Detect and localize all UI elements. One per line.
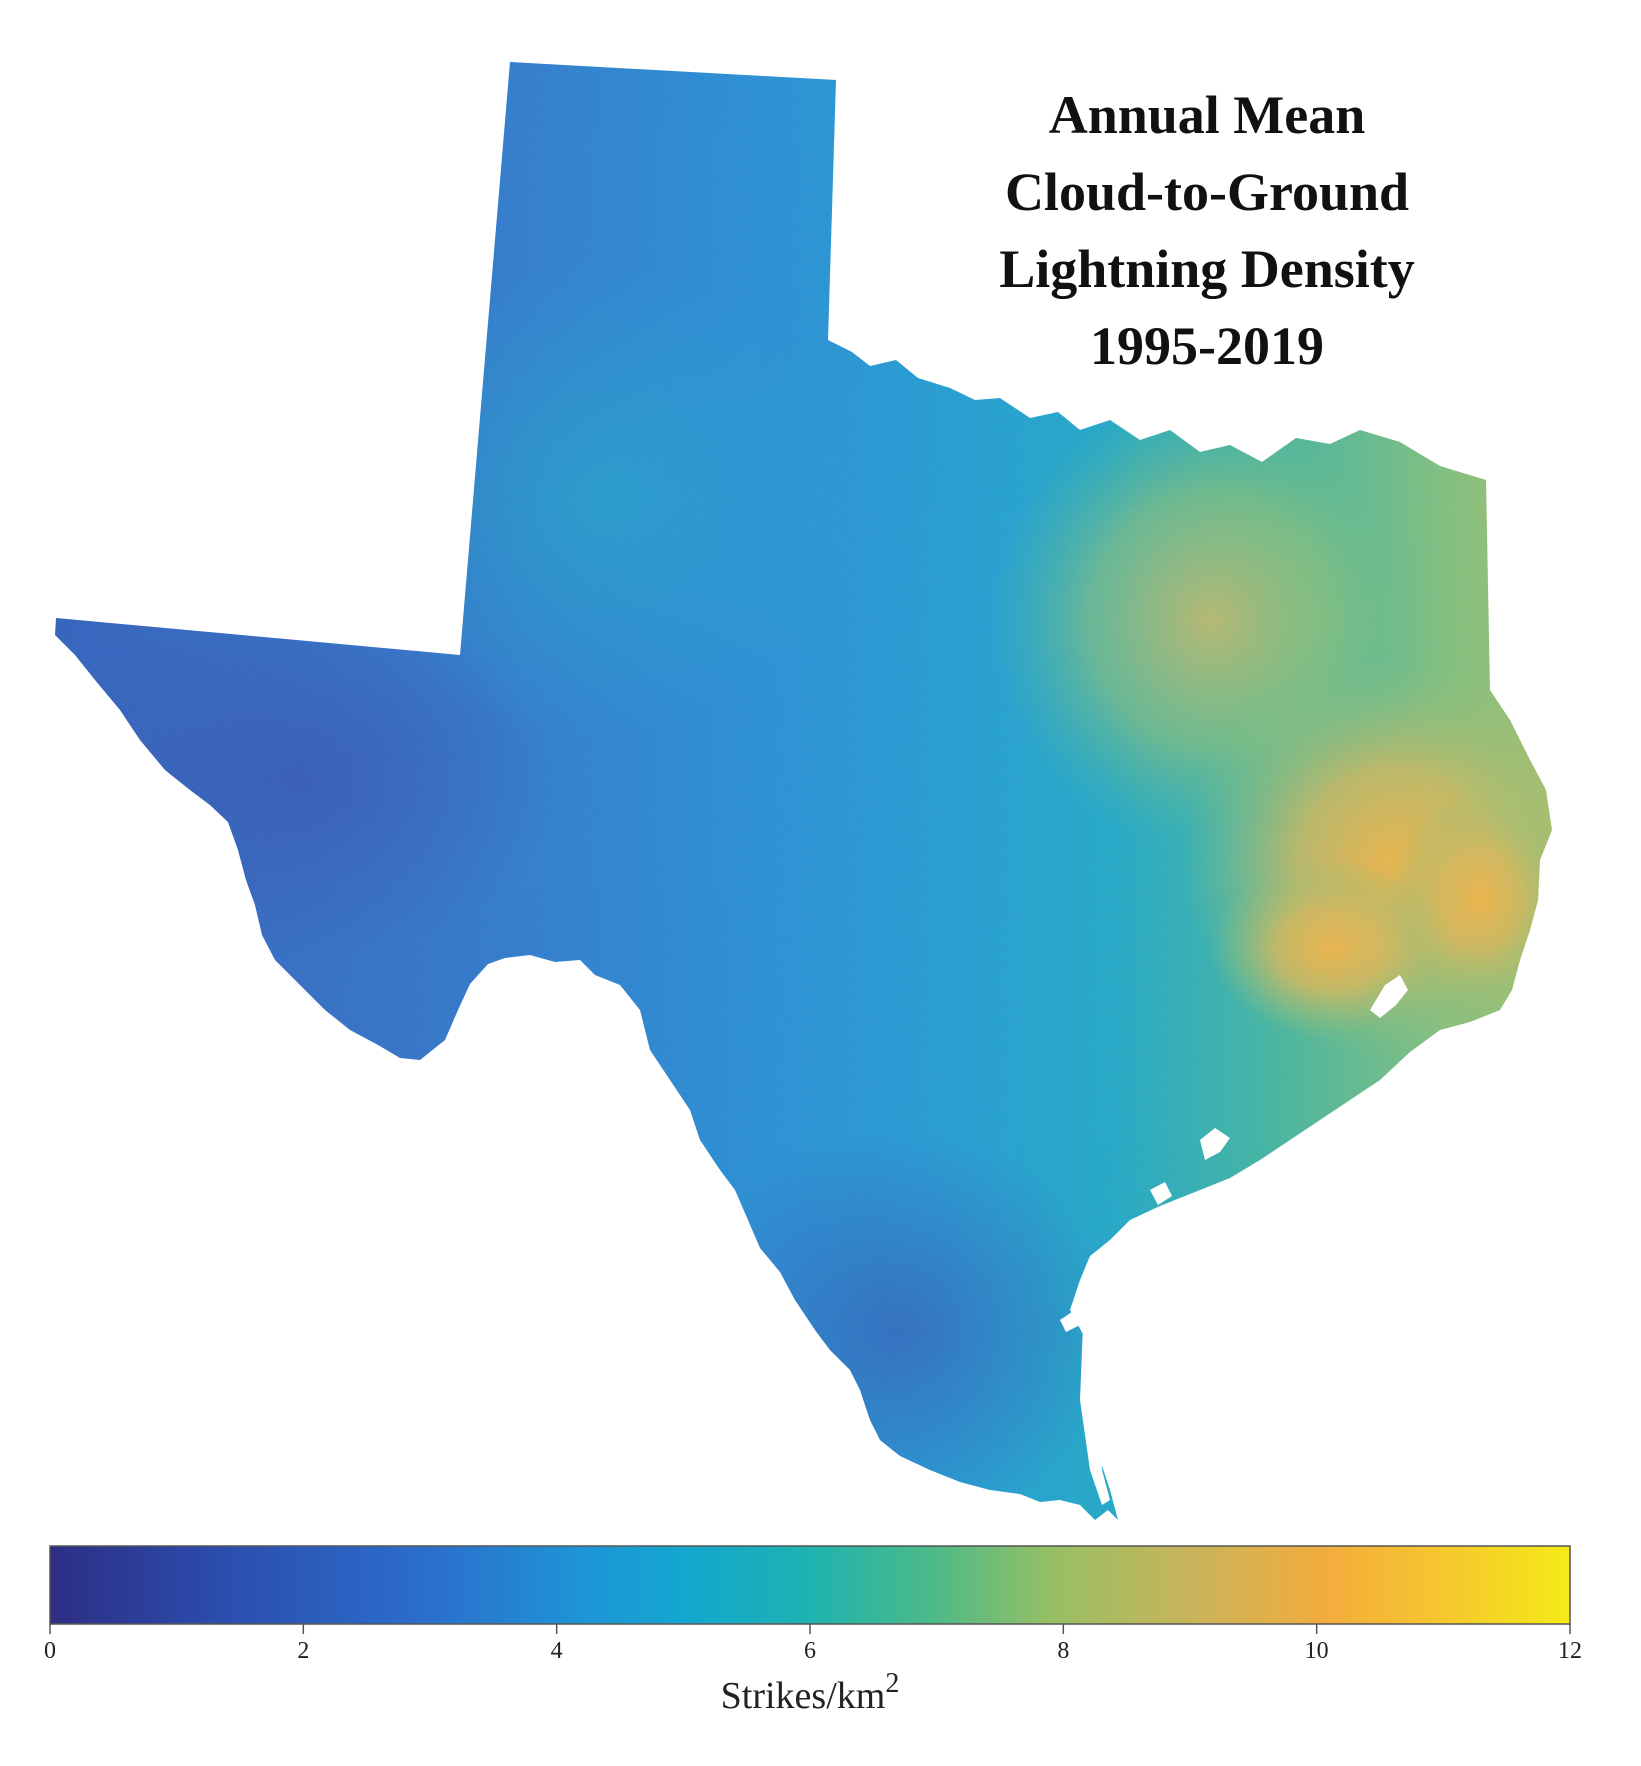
title-line-3: Lightning Density (999, 239, 1415, 299)
colorbar-tick-label: 2 (297, 1638, 309, 1664)
colorbar: 0 2 4 6 8 10 12 Strikes/km2 (44, 1545, 1582, 1717)
map-title: Annual Mean Cloud-to-Ground Lightning De… (999, 85, 1415, 376)
colorbar-tick-label: 10 (1305, 1638, 1329, 1664)
colorbar-unit-label: Strikes/km2 (721, 1668, 900, 1717)
colorbar-tick-label: 6 (804, 1638, 816, 1664)
title-line-2: Cloud-to-Ground (1005, 162, 1409, 222)
colorbar-ticks: 0 2 4 6 8 10 12 (44, 1624, 1582, 1664)
coastal-bays (1060, 975, 1408, 1505)
colorbar-tick-label: 8 (1057, 1638, 1069, 1664)
colorbar-unit-base: Strikes/km (721, 1675, 886, 1717)
title-line-4: 1995-2019 (1090, 316, 1324, 376)
colorbar-tick-label: 0 (44, 1638, 56, 1664)
colorbar-tick-label: 12 (1558, 1638, 1582, 1664)
colorbar-unit-exponent: 2 (885, 1668, 899, 1699)
colorbar-ramp (49, 1545, 1571, 1625)
colorbar-tick-label: 4 (551, 1638, 563, 1664)
title-line-1: Annual Mean (1049, 85, 1366, 145)
